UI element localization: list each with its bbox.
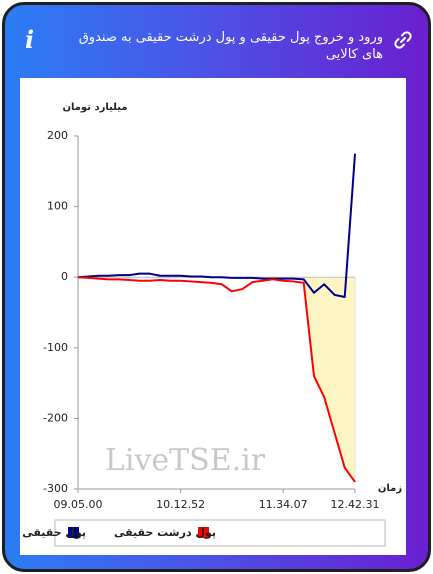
legend-label: پول حقیقی bbox=[22, 526, 86, 539]
x-tick-label: 10.12.52 bbox=[156, 498, 205, 511]
x-tick-label: 09.05.00 bbox=[54, 498, 103, 511]
y-tick-label: 0 bbox=[61, 270, 68, 283]
x-tick-label: 12.42.31 bbox=[331, 498, 380, 511]
y-axis-label: میلیارد تومان bbox=[62, 102, 127, 113]
y-tick-label: 100 bbox=[47, 200, 68, 213]
y-tick-label: -300 bbox=[43, 482, 68, 495]
legend-swatch bbox=[68, 527, 79, 538]
y-tick-label: 200 bbox=[47, 129, 68, 142]
series-line bbox=[77, 153, 356, 298]
legend-swatch bbox=[198, 527, 209, 538]
info-icon[interactable]: i bbox=[25, 25, 35, 54]
y-tick-label: -200 bbox=[43, 411, 68, 424]
x-tick-label: 11.34.07 bbox=[259, 498, 308, 511]
y-tick-label: -100 bbox=[43, 341, 68, 354]
legend-box bbox=[54, 519, 386, 547]
watermark: LiveTSE.ir bbox=[105, 443, 266, 478]
x-axis-label: زمان bbox=[378, 483, 402, 494]
legend-label: پول درشت حقیقی bbox=[114, 526, 216, 539]
link-icon[interactable] bbox=[394, 31, 412, 49]
series-line bbox=[77, 276, 356, 483]
chart-title: ورود و خروج پول حقیقی و پول درشت حقیقی ب… bbox=[78, 30, 383, 62]
